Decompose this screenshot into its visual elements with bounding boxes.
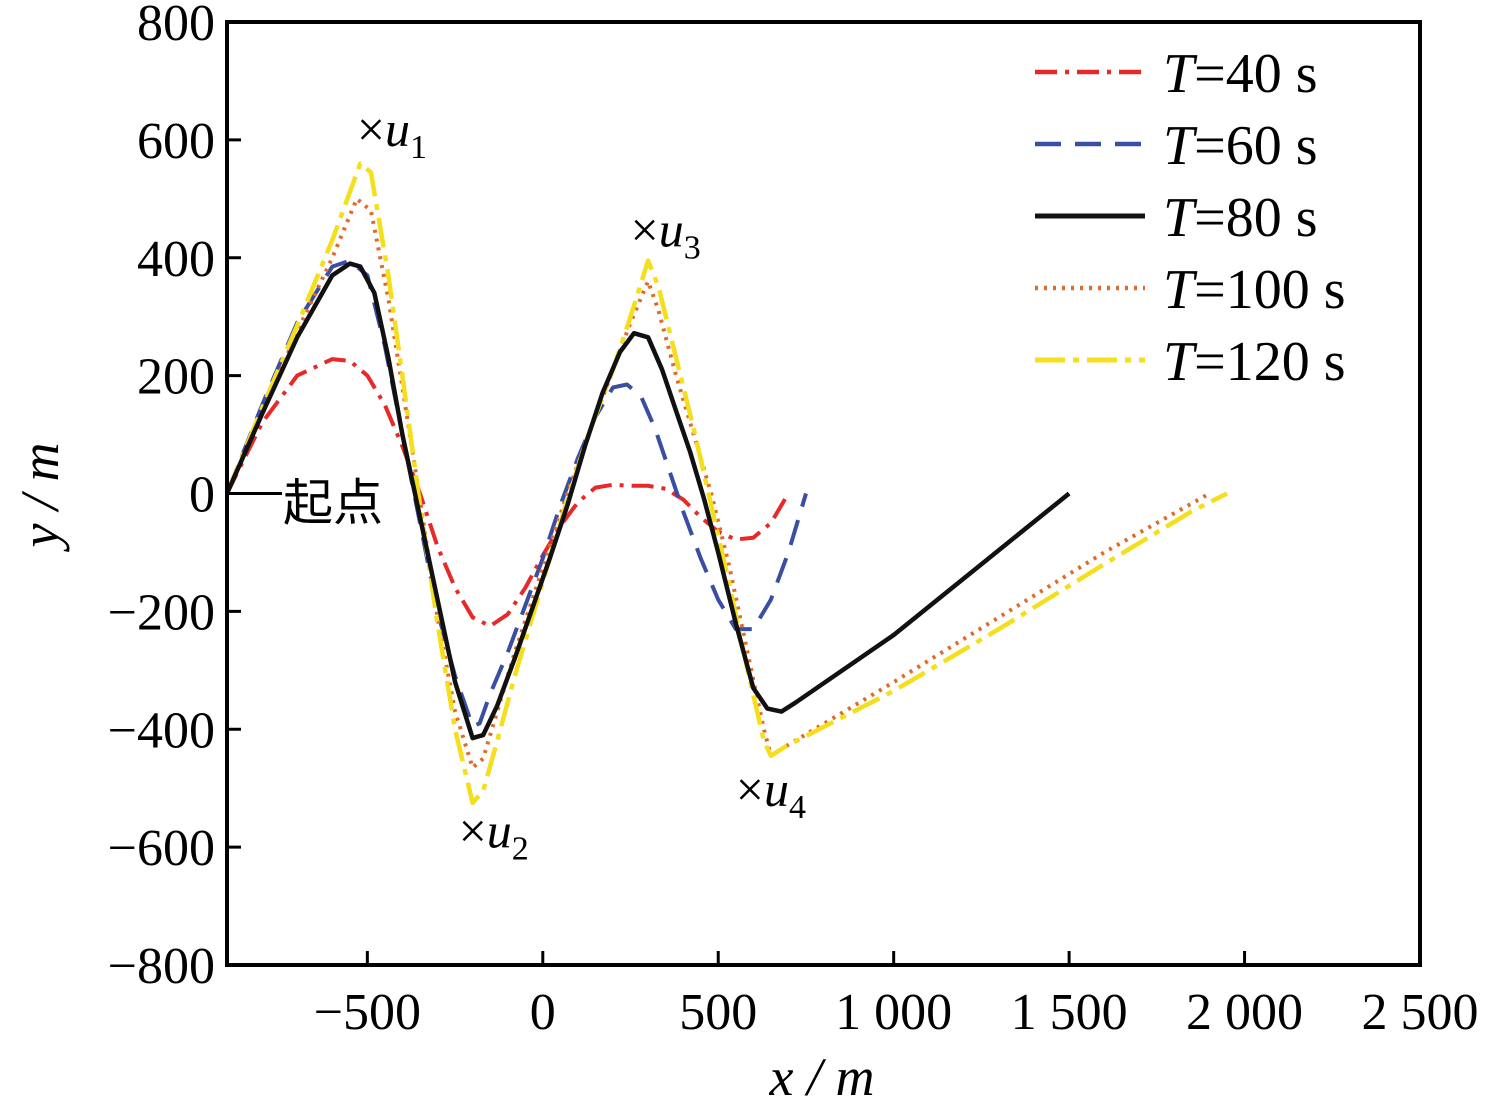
x-tick-label: 1 000 <box>835 984 952 1041</box>
series-line-2 <box>225 258 808 729</box>
y-tick-label: −400 <box>108 702 215 759</box>
y-tick-label: 400 <box>137 231 215 288</box>
y-tick-label: 200 <box>137 349 215 406</box>
y-axis-label: y / m <box>10 443 70 553</box>
x-tick-label: −500 <box>314 984 421 1041</box>
legend-label-3: T=80 s <box>1163 187 1318 249</box>
x-tick-label: 0 <box>530 984 556 1041</box>
x-axis-label: x / m <box>769 1047 875 1099</box>
y-tick-label: 600 <box>137 113 215 170</box>
x-tick-label: 2 500 <box>1362 984 1479 1041</box>
y-tick-label: −200 <box>108 584 215 641</box>
waypoint-label-3: ×u3 <box>631 201 701 266</box>
x-tick-label: 1 500 <box>1011 984 1128 1041</box>
legend: T=40 s T=60 s T=80 s T=100 s T=120 s <box>1035 43 1346 393</box>
start-point-label: 起点 <box>283 474 383 532</box>
waypoint-label-1: ×u1 <box>357 101 427 166</box>
legend-label-1: T=40 s <box>1163 43 1318 105</box>
y-tick-label: −800 <box>108 938 215 995</box>
legend-label-2: T=60 s <box>1163 115 1318 177</box>
y-tick-label: 800 <box>137 0 215 52</box>
legend-label-5: T=120 s <box>1163 331 1346 393</box>
series-line-1 <box>225 357 791 629</box>
x-tick-label: 500 <box>679 984 757 1041</box>
y-tick-label: 0 <box>189 467 215 524</box>
x-axis-ticks: −500 0 500 1 000 1 500 2 000 2 500 <box>314 951 1479 1041</box>
legend-label-4: T=100 s <box>1163 259 1346 321</box>
series-line-4 <box>225 196 1211 770</box>
y-tick-label: −600 <box>108 820 215 877</box>
waypoint-label-2: ×u2 <box>459 802 529 867</box>
waypoint-label-4: ×u4 <box>736 761 806 826</box>
series-line-3 <box>224 261 1071 741</box>
y-axis-ticks: 800 600 400 200 0 −200 −400 −600 −800 <box>108 0 241 995</box>
annotation-layer: ×u1 ×u2 ×u3 ×u4 <box>357 101 806 867</box>
series-layer <box>224 161 1229 806</box>
x-tick-label: 2 000 <box>1186 984 1303 1041</box>
